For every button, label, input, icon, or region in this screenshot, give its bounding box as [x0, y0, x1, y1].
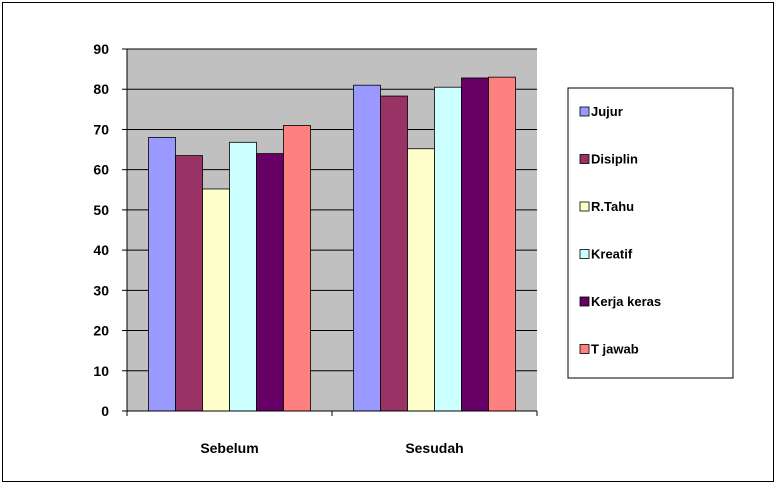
legend-label-jujur: Jujur: [591, 104, 623, 119]
legend-box: [567, 87, 734, 379]
legend-label-kerja-keras: Kerja keras: [591, 294, 661, 309]
y-tick-label: 20: [93, 323, 109, 339]
bar-chart: 0 10 20 30 40 50 60 70 80 90 Sebelum Sesudah Jujur…: [93, 41, 734, 456]
y-tick-label: 70: [93, 121, 109, 137]
x-tick-label: Sesudah: [405, 440, 463, 456]
bar-jujur-sesudah: [353, 84, 381, 412]
bar-t-jawab-sebelum: [283, 125, 311, 412]
bar-r-tahu-sebelum: [202, 188, 230, 412]
bar-disiplin-sebelum: [175, 155, 203, 412]
legend-swatch-disiplin: [579, 154, 590, 164]
bar-kerja-keras-sesudah: [461, 77, 489, 412]
bar-kreatif-sesudah: [434, 86, 462, 412]
x-tick-label: Sebelum: [200, 440, 258, 456]
y-tick-label: 0: [101, 403, 109, 419]
bar-r-tahu-sesudah: [407, 148, 435, 412]
y-tick-label: 50: [93, 202, 109, 218]
bar-disiplin-sesudah: [380, 95, 408, 412]
legend-label-t-jawab: T jawab: [591, 342, 639, 357]
legend-label-disiplin: Disiplin: [591, 152, 638, 167]
y-tick-label: 10: [93, 363, 109, 379]
y-tick-label: 60: [93, 162, 109, 178]
legend-swatch-t-jawab: [579, 344, 590, 354]
legend-swatch-r-tahu: [579, 201, 590, 212]
y-tick-label: 40: [93, 242, 109, 258]
y-tick-label: 90: [93, 41, 109, 57]
legend-swatch-jujur: [579, 106, 590, 117]
legend-swatch-kerja-keras: [579, 296, 590, 307]
chart-frame: 0 10 20 30 40 50 60 70 80 90 Sebelum Sesudah Jujur…: [2, 2, 774, 482]
bar-jujur-sebelum: [148, 137, 176, 412]
bar-kerja-keras-sebelum: [256, 153, 284, 412]
legend-label-r-tahu: R.Tahu: [591, 199, 634, 214]
y-tick-label: 30: [93, 282, 109, 298]
y-tick-label: 80: [93, 81, 109, 97]
legend-label-kreatif: Kreatif: [591, 247, 633, 262]
bar-kreatif-sebelum: [229, 141, 257, 412]
legend-swatch-kreatif: [579, 249, 590, 259]
bar-t-jawab-sesudah: [488, 76, 516, 412]
